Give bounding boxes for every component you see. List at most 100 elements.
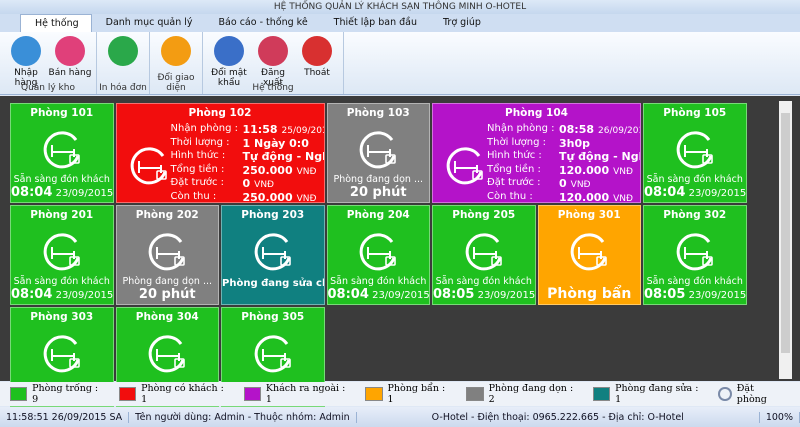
room-icon bbox=[43, 335, 80, 373]
room-time: 20 phút bbox=[117, 287, 219, 302]
button-label: Bán hàng bbox=[48, 68, 92, 78]
detail-value-text: 11:58 bbox=[242, 123, 278, 136]
time: 20 phút bbox=[138, 287, 196, 302]
room-tile[interactable]: Phòng 105 Sẵn sàng đón khách 08:04 23/09/2… bbox=[643, 103, 747, 203]
legend-label: Đặt phòng bbox=[736, 383, 767, 405]
room-status: Sẵn sàng đón khách bbox=[330, 276, 427, 287]
detail-value: 120.000 VNĐ bbox=[559, 191, 633, 203]
room-status: Sẵn sàng đón khách bbox=[435, 276, 532, 287]
room-status: Phòng đang dọn ... bbox=[333, 174, 424, 185]
detail-label: Thời lượng : bbox=[170, 136, 230, 148]
room-icon bbox=[148, 335, 186, 373]
ribbon-group: Đổi giao diện bbox=[150, 32, 203, 94]
legend-swatch bbox=[10, 387, 28, 401]
room-name: Phòng 303 bbox=[30, 311, 94, 323]
room-time: 20 phút bbox=[328, 185, 430, 200]
legend-item: Phòng trống : 9 bbox=[10, 383, 103, 405]
room-name: Phòng 204 bbox=[346, 209, 410, 221]
status-info: O-Hotel - Điện thoại: 0965.222.665 - Địa… bbox=[357, 411, 760, 423]
legend-item: Phòng có khách : 1 bbox=[118, 383, 228, 405]
time: 08:04 bbox=[327, 287, 369, 302]
scroll-thumb[interactable] bbox=[781, 113, 790, 353]
room-tile[interactable]: Phòng 205 Sẵn sàng đón khách 08:05 23/09/2… bbox=[432, 205, 536, 305]
detail-label: Còn thu : bbox=[170, 190, 217, 202]
room-tile[interactable]: Phòng 202 Phòng đang dọn ... 20 phút bbox=[115, 205, 219, 305]
room-tile[interactable]: Phòng 203 Phòng đang sửa chữa bbox=[221, 205, 325, 305]
detail-line: Hình thức : Tự động - Nghỉ giờ bbox=[487, 150, 640, 163]
detail-value-text: 250.000 bbox=[242, 190, 293, 203]
room-icon bbox=[570, 233, 608, 271]
tab[interactable]: Báo cáo - thống kê bbox=[218, 17, 308, 28]
detail-line: Đặt trước : 0 VNĐ bbox=[487, 177, 591, 190]
detail-value: 0 VNĐ bbox=[243, 177, 275, 190]
room-tile[interactable]: Phòng 204 Sẵn sàng đón khách 08:04 23/09/2… bbox=[326, 205, 430, 305]
room-tile[interactable]: Phòng 201 Sẵn sàng đón khách 08:04 23/09/2… bbox=[10, 205, 114, 305]
detail-value: 250.000 VNĐ bbox=[243, 164, 317, 177]
room-tile[interactable]: Phòng 301 Phòng bẩn bbox=[537, 205, 641, 305]
room-time: 08:04 23/09/2015 bbox=[328, 287, 430, 302]
detail-label: Nhận phòng : bbox=[487, 123, 555, 134]
legend-label: Phòng có khách : 1 bbox=[141, 383, 224, 405]
detail-extra: 25/09/2015 bbox=[281, 126, 324, 136]
group-label: Quản lý kho bbox=[21, 83, 75, 93]
status-clock: 11:58:51 26/09/2015 SA bbox=[0, 411, 130, 423]
room-icon bbox=[43, 233, 80, 271]
time: 20 phút bbox=[349, 185, 407, 200]
room-time: 08:05 23/09/2015 bbox=[644, 287, 746, 302]
legend-item: Khách ra ngoài : 1 bbox=[243, 383, 350, 405]
room-tile[interactable]: Phòng 101 Sẵn sàng đón khách 08:04 23/09/2… bbox=[10, 103, 114, 203]
legend-item: Đặt phòng bbox=[718, 383, 784, 405]
legend-swatch bbox=[243, 387, 261, 401]
room-grid: Phòng 101 Sẵn sàng đón khách 08:04 23/09/2… bbox=[10, 103, 747, 407]
room-time: 08:04 23/09/2015 bbox=[644, 185, 746, 200]
detail-value-text: 120.000 bbox=[559, 163, 610, 177]
room-headline: Phòng đang sửa chữa bbox=[222, 278, 324, 289]
room-name: Phòng 205 bbox=[452, 209, 516, 221]
room-tile[interactable]: Phòng 103 Phòng đang dọn ... 20 phút bbox=[326, 103, 430, 203]
ribbon-button[interactable]: Nhập hàng bbox=[4, 34, 48, 94]
detail-label: Nhận phòng : bbox=[170, 123, 239, 134]
ribbon-button[interactable]: Đổi mật khẩu bbox=[207, 34, 251, 94]
detail-value: 1 Ngày 0:0 bbox=[242, 136, 309, 150]
detail-label: Tổng tiền : bbox=[170, 163, 225, 175]
room-board: Phòng 101 Sẵn sàng đón khách 08:04 23/09/2… bbox=[0, 96, 800, 407]
scrollbar[interactable] bbox=[779, 101, 792, 379]
date: 23/09/2015 bbox=[55, 188, 114, 199]
ribbon-button[interactable] bbox=[154, 34, 198, 94]
tab[interactable]: Thiết lập ban đầu bbox=[333, 17, 418, 28]
room-icon bbox=[148, 233, 186, 271]
room-time: 08:04 23/09/2015 bbox=[11, 185, 113, 200]
ribbon-button[interactable]: Đăng xuất bbox=[251, 34, 295, 94]
button-icon bbox=[161, 36, 191, 66]
ribbon-button[interactable]: Bán hàng bbox=[48, 34, 92, 94]
legend-swatch bbox=[466, 387, 484, 401]
ribbon-group: Nhập hàng Bán hàng Quản lý kho bbox=[0, 32, 97, 94]
status-zoom: 100% bbox=[760, 411, 800, 423]
ribbon-button[interactable] bbox=[101, 34, 145, 94]
room-icon bbox=[254, 233, 291, 271]
tab[interactable]: Danh mục quản lý bbox=[105, 17, 193, 28]
room-icon bbox=[130, 147, 167, 185]
room-big-status: Phòng bẩn bbox=[547, 286, 632, 302]
room-icon bbox=[676, 131, 713, 169]
room-tile[interactable]: Phòng 302 Sẵn sàng đón khách 08:05 23/09/2… bbox=[643, 205, 747, 305]
room-icon bbox=[676, 233, 713, 271]
room-status: Sẵn sàng đón khách bbox=[13, 276, 110, 287]
room-status: Phòng đang dọn ... bbox=[122, 276, 213, 287]
legend-item: Phòng đang sửa : 1 bbox=[593, 383, 702, 405]
detail-label: Thời lượng : bbox=[487, 136, 546, 148]
tab[interactable]: Trợ giúp bbox=[443, 17, 481, 28]
ribbon-button[interactable]: Thoát bbox=[295, 34, 339, 94]
detail-extra: 26/09/2015 bbox=[598, 126, 640, 136]
room-status: Sẵn sàng đón khách bbox=[646, 174, 743, 185]
detail-value-text: 08:58 bbox=[559, 123, 595, 136]
room-icon bbox=[446, 147, 483, 185]
room-name: Phòng 302 bbox=[663, 209, 727, 221]
date: 23/09/2015 bbox=[55, 290, 114, 301]
room-time: 08:05 23/09/2015 bbox=[433, 287, 535, 302]
tab[interactable]: Hệ thống bbox=[20, 14, 92, 32]
